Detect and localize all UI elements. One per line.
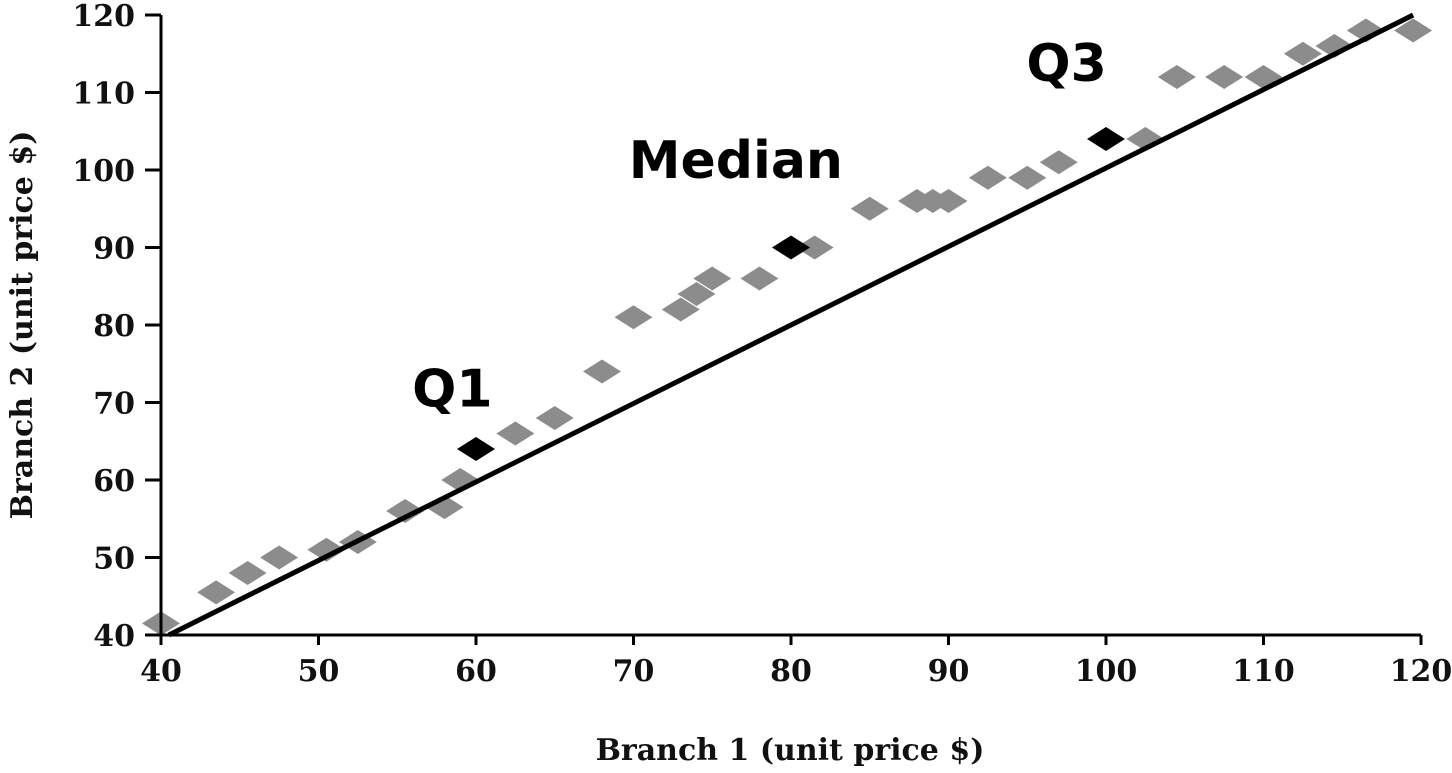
y-tick-label: 110 — [72, 77, 135, 112]
data-point — [1205, 65, 1244, 89]
x-tick-label: 120 — [1390, 654, 1452, 689]
quartile-point — [772, 235, 810, 260]
annotation-label: Q1 — [412, 359, 492, 419]
data-point — [228, 561, 267, 585]
data-point — [1039, 150, 1078, 175]
data-point — [535, 406, 574, 430]
data-point — [1008, 165, 1047, 190]
data-point — [307, 537, 346, 562]
data-point — [661, 297, 700, 322]
data-point — [1394, 18, 1433, 43]
annotation-layer: Q1 Median Q3 — [412, 34, 1107, 420]
x-tick-label: 60 — [455, 654, 497, 689]
reference-line — [167, 12, 1415, 638]
y-tick-label: 100 — [72, 154, 135, 189]
data-point — [968, 165, 1007, 190]
y-tick-label: 90 — [93, 232, 135, 267]
x-tick-label: 50 — [298, 654, 340, 689]
data-point — [693, 266, 732, 291]
data-point — [795, 235, 834, 260]
data-point — [260, 545, 299, 570]
x-tick-label: 100 — [1075, 654, 1138, 689]
x-tick-label: 110 — [1232, 654, 1295, 689]
x-tick-label: 90 — [928, 654, 970, 689]
x-tick-label: 80 — [770, 654, 812, 689]
annotation-label: Q3 — [1026, 34, 1106, 94]
x-tick-label: 70 — [613, 654, 655, 689]
data-point — [1283, 41, 1322, 66]
ticks-layer: 40 50 60 70 80 90 100 110 120 40 50 60 70 80 90 100 110 1… — [72, 0, 1452, 689]
data-points-layer — [142, 18, 1433, 636]
x-tick-label: 40 — [140, 654, 182, 689]
data-point — [850, 196, 889, 221]
data-point — [677, 282, 716, 306]
data-point — [583, 359, 621, 384]
data-point — [740, 266, 779, 291]
y-tick-label: 70 — [93, 387, 135, 422]
y-tick-label: 60 — [93, 464, 135, 499]
y-tick-label: 50 — [93, 542, 135, 577]
y-tick-label: 120 — [72, 0, 135, 34]
y-tick-label: 40 — [93, 619, 135, 654]
quartile-point — [1087, 127, 1125, 151]
reference-line-layer — [167, 12, 1415, 638]
annotation-label: Median — [629, 131, 843, 191]
x-axis-title: Branch 1 (unit price $) — [596, 733, 985, 768]
data-point — [929, 189, 968, 213]
data-point — [614, 305, 653, 330]
data-point — [1157, 65, 1196, 89]
data-point — [496, 421, 535, 446]
y-tick-label: 80 — [93, 309, 135, 344]
data-point — [386, 499, 425, 523]
quartile-point — [457, 437, 495, 461]
data-point — [197, 580, 236, 605]
y-axis-title: Branch 2 (unit price $) — [5, 131, 40, 520]
